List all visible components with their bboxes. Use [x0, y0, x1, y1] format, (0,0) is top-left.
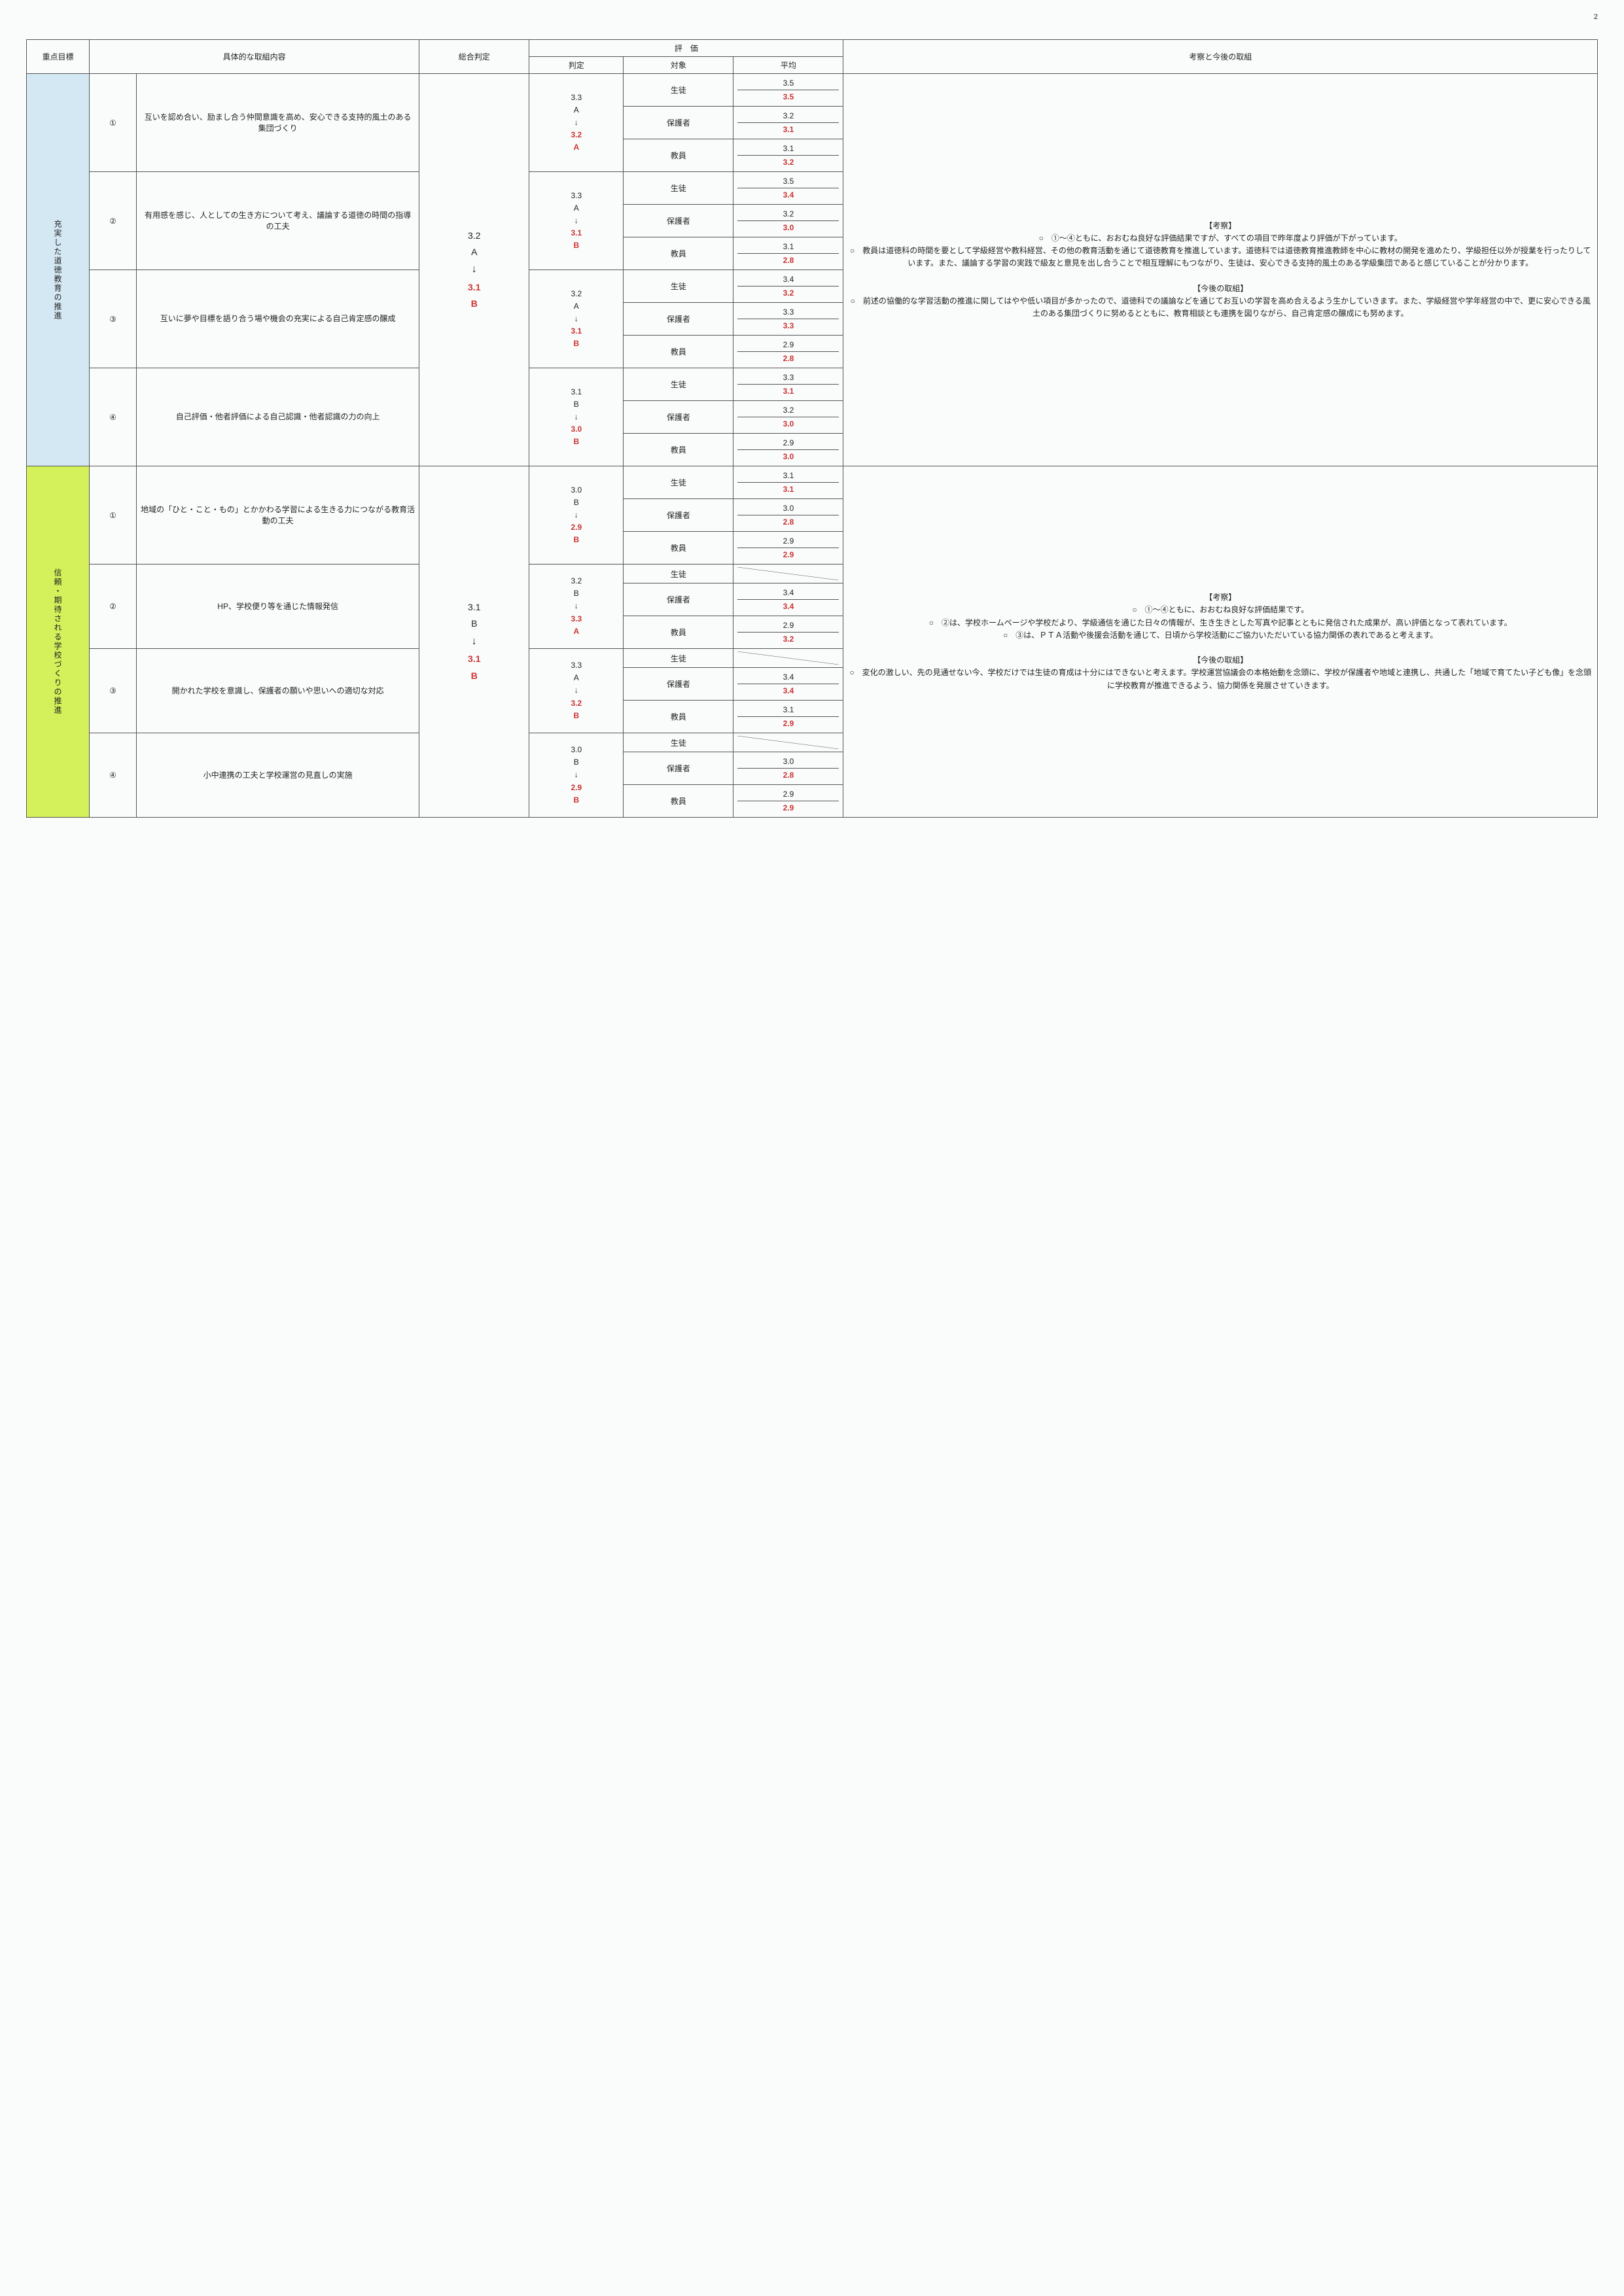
- avg-cell: 3.43.4: [733, 583, 843, 616]
- item-number: ④: [90, 733, 137, 818]
- target-label: 教員: [624, 701, 733, 733]
- avg-cell: 3.43.2: [733, 270, 843, 303]
- target-label: 保護者: [624, 303, 733, 336]
- item-number: ①: [90, 466, 137, 565]
- item-number: ③: [90, 649, 137, 733]
- item-judgement: 3.0B ↓ 2.9B: [529, 733, 624, 818]
- avg-cell: 3.23.1: [733, 107, 843, 139]
- evaluation-table: 重点目標 具体的な取組内容 総合判定 評 価 考察と今後の取組 判定 対象 平均…: [26, 39, 1598, 818]
- target-label: 生徒: [624, 368, 733, 401]
- target-label: 保護者: [624, 752, 733, 785]
- avg-cell: 3.23.0: [733, 205, 843, 237]
- target-label: 保護者: [624, 583, 733, 616]
- item-number: ①: [90, 74, 137, 172]
- item-judgement: 3.3A ↓ 3.2B: [529, 649, 624, 733]
- avg-cell: 3.33.1: [733, 368, 843, 401]
- col-judge: 判定: [529, 57, 624, 74]
- col-content: 具体的な取組内容: [90, 40, 419, 74]
- avg-cell: 3.53.4: [733, 172, 843, 205]
- col-eval: 評 価: [529, 40, 843, 57]
- avg-cell: 3.13.2: [733, 139, 843, 172]
- item-desc: 開かれた学校を意識し、保護者の願いや思いへの適切な対応: [137, 649, 419, 733]
- target-label: 保護者: [624, 401, 733, 434]
- target-label: 保護者: [624, 107, 733, 139]
- goal-label: 信頼・期待される学校づくりの推進: [27, 466, 90, 818]
- overall-judgement: 3.2A ↓ 3.1B: [419, 74, 529, 466]
- col-target: 対象: [624, 57, 733, 74]
- avg-cell: 3.12.8: [733, 237, 843, 270]
- item-desc: HP、学校便り等を通じた情報発信: [137, 565, 419, 649]
- target-label: 生徒: [624, 270, 733, 303]
- page-number: 2: [1594, 13, 1598, 21]
- avg-cell: 2.93.2: [733, 616, 843, 649]
- target-label: 生徒: [624, 565, 733, 583]
- avg-cell: 2.92.9: [733, 785, 843, 818]
- avg-cell: 3.23.0: [733, 401, 843, 434]
- avg-cell-empty: [733, 565, 843, 583]
- comment-cell: 【考察】○ ①～④ともに、おおむね良好な評価結果です。○ ②は、学校ホームページ…: [843, 466, 1598, 818]
- item-desc: 有用感を感じ、人としての生き方について考え、議論する道徳の時間の指導の工夫: [137, 172, 419, 270]
- target-label: 教員: [624, 785, 733, 818]
- avg-cell-empty: [733, 733, 843, 752]
- target-label: 教員: [624, 532, 733, 565]
- avg-cell: 2.92.9: [733, 532, 843, 565]
- item-number: ②: [90, 565, 137, 649]
- target-label: 生徒: [624, 74, 733, 107]
- target-label: 保護者: [624, 499, 733, 532]
- item-number: ④: [90, 368, 137, 466]
- avg-cell: 2.92.8: [733, 336, 843, 368]
- avg-cell: 3.02.8: [733, 752, 843, 785]
- col-comment: 考察と今後の取組: [843, 40, 1598, 74]
- item-number: ③: [90, 270, 137, 368]
- avg-cell: 3.13.1: [733, 466, 843, 499]
- comment-cell: 【考察】○ ①～④ともに、おおむね良好な評価結果ですが、すべての項目で昨年度より…: [843, 74, 1598, 466]
- target-label: 保護者: [624, 205, 733, 237]
- item-judgement: 3.1B ↓ 3.0B: [529, 368, 624, 466]
- target-label: 教員: [624, 139, 733, 172]
- goal-label: 充実した道徳教育の推進: [27, 74, 90, 466]
- target-label: 教員: [624, 237, 733, 270]
- avg-cell: 3.12.9: [733, 701, 843, 733]
- item-judgement: 3.2A ↓ 3.1B: [529, 270, 624, 368]
- item-judgement: 3.0B ↓ 2.9B: [529, 466, 624, 565]
- target-label: 教員: [624, 434, 733, 466]
- target-label: 教員: [624, 336, 733, 368]
- item-desc: 小中連携の工夫と学校運営の見直しの実施: [137, 733, 419, 818]
- item-judgement: 3.3A ↓ 3.1B: [529, 172, 624, 270]
- item-number: ②: [90, 172, 137, 270]
- avg-cell: 3.02.8: [733, 499, 843, 532]
- target-label: 生徒: [624, 172, 733, 205]
- target-label: 生徒: [624, 466, 733, 499]
- col-overall: 総合判定: [419, 40, 529, 74]
- item-desc: 地域の「ひと・こと・もの」とかかわる学習による生きる力につながる教育活動の工夫: [137, 466, 419, 565]
- avg-cell-empty: [733, 649, 843, 668]
- target-label: 生徒: [624, 649, 733, 668]
- item-judgement: 3.2B ↓ 3.3A: [529, 565, 624, 649]
- col-goal: 重点目標: [27, 40, 90, 74]
- target-label: 教員: [624, 616, 733, 649]
- avg-cell: 3.43.4: [733, 668, 843, 701]
- avg-cell: 3.53.5: [733, 74, 843, 107]
- col-avg: 平均: [733, 57, 843, 74]
- item-judgement: 3.3A ↓ 3.2A: [529, 74, 624, 172]
- avg-cell: 3.33.3: [733, 303, 843, 336]
- target-label: 保護者: [624, 668, 733, 701]
- item-desc: 互いに夢や目標を語り合う場や機会の充実による自己肯定感の醸成: [137, 270, 419, 368]
- item-desc: 自己評価・他者評価による自己認識・他者認識の力の向上: [137, 368, 419, 466]
- table-header: 重点目標 具体的な取組内容 総合判定 評 価 考察と今後の取組 判定 対象 平均: [27, 40, 1598, 74]
- target-label: 生徒: [624, 733, 733, 752]
- avg-cell: 2.93.0: [733, 434, 843, 466]
- item-desc: 互いを認め合い、励まし合う仲間意識を高め、安心できる支持的風土のある集団づくり: [137, 74, 419, 172]
- overall-judgement: 3.1B ↓ 3.1B: [419, 466, 529, 818]
